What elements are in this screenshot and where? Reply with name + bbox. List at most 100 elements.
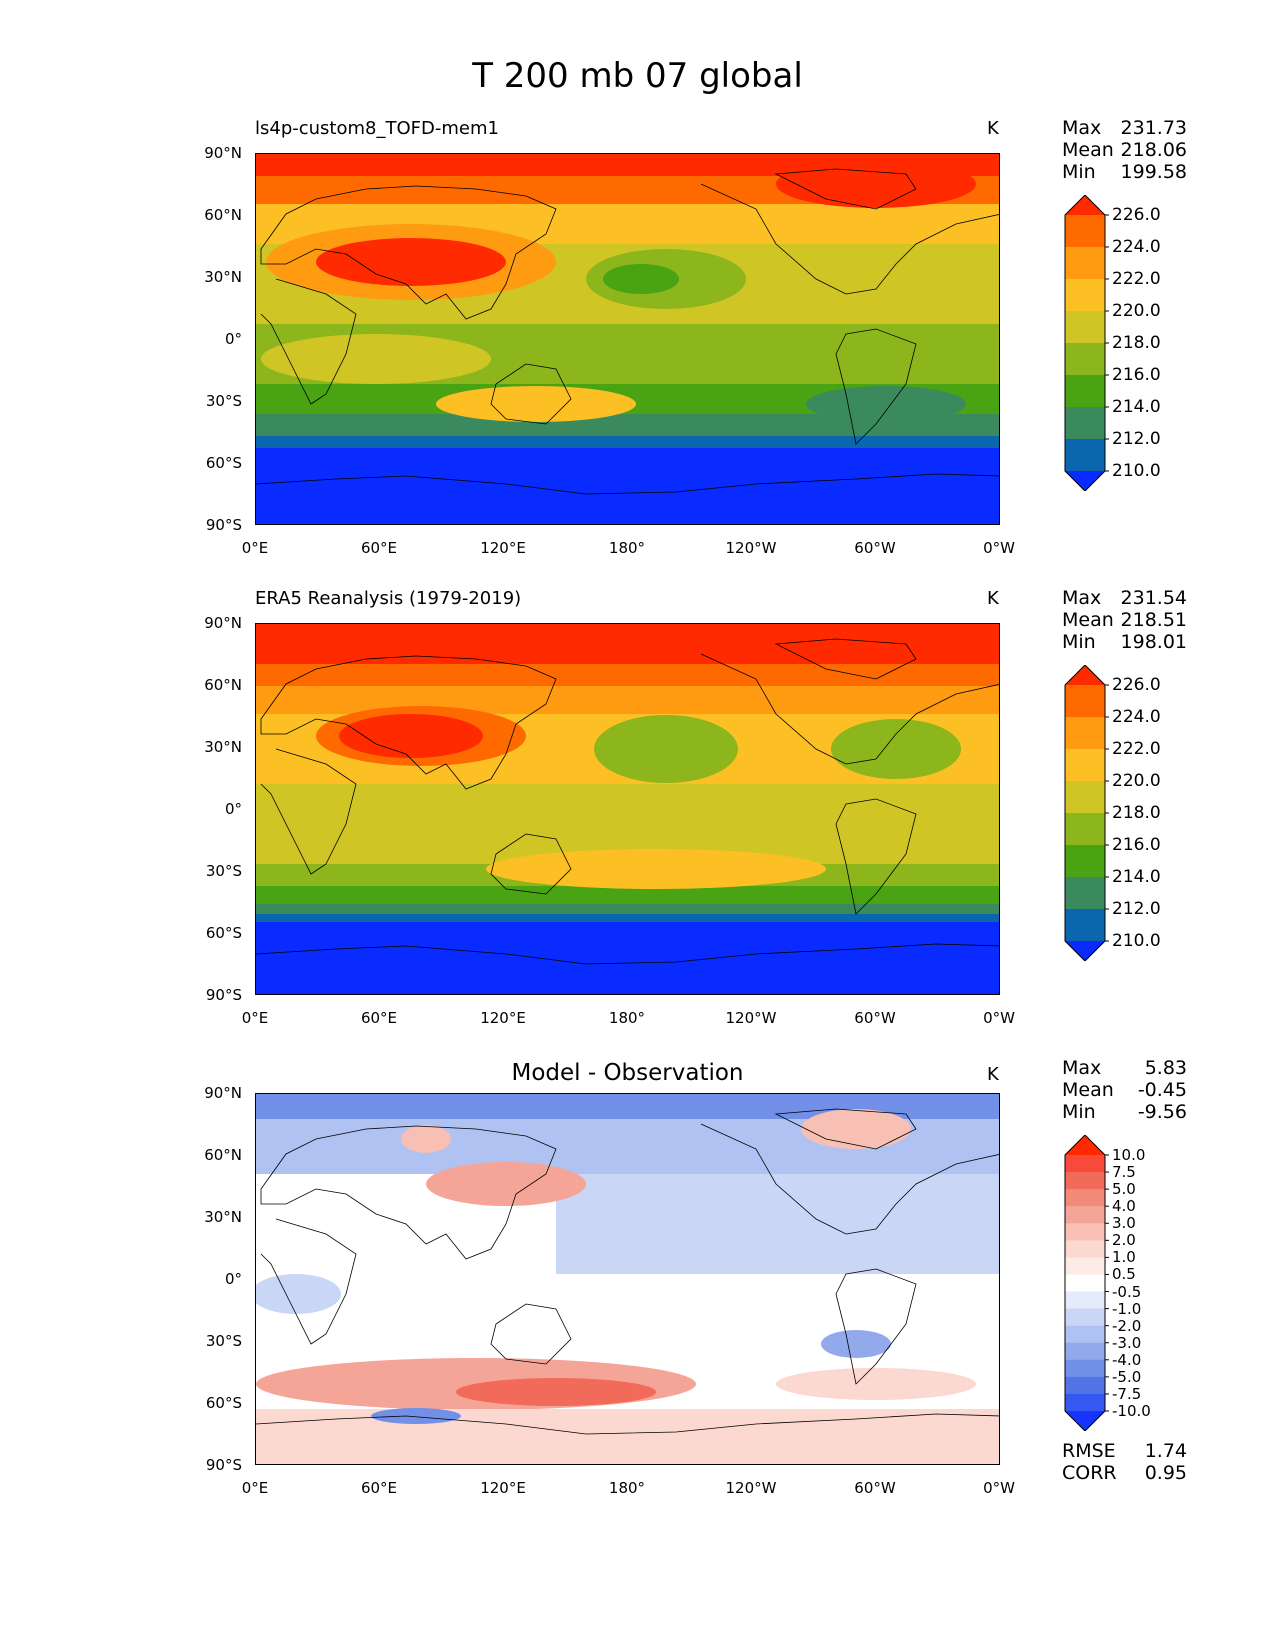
colorbar-tick-label: 7.5 [1112,1163,1136,1182]
temperature-map [256,624,999,994]
figure-title: T 200 mb 07 global [472,56,803,96]
colorbar-extend-bottom [1065,1411,1105,1431]
colorbar-segment [1065,845,1105,878]
band-arctic-2 [256,664,999,686]
band-south-2 [256,414,999,436]
colorbar-segment [1065,311,1105,344]
map-plot [255,1093,1000,1465]
y-tick-label: 0° [224,800,242,818]
x-tick-label: 120°E [480,1479,526,1497]
colorbar-segment [1065,685,1105,718]
x-tick-label: 60°W [854,1479,896,1497]
coast-eurasia [260,655,557,790]
x-tick-label: 0°W [983,1479,1015,1497]
colorbar-tick-label: -7.5 [1112,1384,1142,1403]
colorbar-tick-label: 4.0 [1112,1197,1136,1216]
warm-patch-europe [401,1125,451,1153]
coast-eurasia [260,1125,557,1260]
colorbar-tick-label: 218.0 [1112,333,1161,353]
coast-greenland [774,1108,917,1150]
coast-africa [260,1218,357,1345]
rmse-value: 1.74 [1144,1440,1187,1462]
colorbar-tick-label: 212.0 [1112,899,1161,919]
x-tick-label: 0°E [241,539,269,557]
warm-region-africa [261,334,491,384]
coast-namerica [700,1123,999,1235]
colorbar-segment [1065,717,1105,750]
warm-region-greenland [776,160,976,208]
mean-value: 218.06 [1120,139,1187,161]
min-label: Min [1062,631,1096,653]
y-tick-label: 60°S [205,924,242,942]
colorbar-segment [1065,1291,1105,1310]
panel-model: ls4p-custom8_TOFD-mem1 K Max 231.73 Mean 2… [0,0,1275,557]
min-value: -9.56 [1137,1101,1187,1123]
y-tick-label: 30°S [205,1332,242,1350]
colorbar-segment [1065,1155,1105,1173]
max-label: Max [1062,587,1102,609]
coastlines [256,168,999,495]
coast-australia [490,1303,572,1365]
y-tick-label: 30°S [205,392,242,410]
colorbar-extend-bottom [1065,471,1105,491]
colorbar-svg [1064,195,1109,491]
coast-africa [260,278,357,405]
stats-box: Max 231.73 Mean 218.06 Min 199.58 [1062,117,1187,183]
colorbar-segment [1065,1257,1105,1275]
colorbar-extend-top [1065,1135,1105,1155]
colorbar-tick-label: 220.0 [1112,301,1161,321]
warm-region-australia [436,386,636,422]
y-tick-label: 0° [224,1270,242,1288]
colorbar-segment [1065,407,1105,440]
min-label: Min [1062,1101,1096,1123]
band-antarctic [256,922,999,994]
y-tick-label: 60°N [204,206,242,224]
y-tick-label: 90°N [204,144,242,162]
colorbar-tick-label: -1.0 [1112,1299,1142,1318]
warm-band-southeast [776,1368,976,1400]
colorbar-tick-label: 214.0 [1112,867,1161,887]
band-north-1 [256,686,999,714]
band-south-2 [256,886,999,904]
hotter-region-tibet [339,714,483,758]
corr-value: 0.95 [1144,1462,1187,1484]
x-tick-label: 120°W [725,1009,777,1027]
temperature-map [256,154,999,524]
coast-samerica [835,328,917,445]
x-tick-label: 60°W [854,539,896,557]
hot-region-tibet [316,238,506,286]
colorbar-segment [1065,279,1105,312]
colorbar-tick-label: -2.0 [1112,1316,1142,1335]
cool-patch-south-indian [371,1408,461,1424]
mean-label: Mean [1062,139,1114,161]
max-value: 5.83 [1144,1057,1187,1079]
max-value: 231.73 [1120,117,1187,139]
cold-region-pacific [603,264,679,294]
colorbar-segment [1065,1308,1105,1327]
x-tick-label: 180° [608,539,646,557]
units-label: K [987,588,999,609]
min-value: 199.58 [1120,161,1187,183]
stats-box: Max 5.83 Mean -0.45 Min -9.56 [1062,1057,1187,1123]
min-label: Min [1062,161,1096,183]
cool-region-pacific [594,715,738,783]
colorbar-tick-label: 212.0 [1112,429,1161,449]
colorbar-svg [1064,665,1109,961]
coast-africa [260,748,357,875]
colorbar-segment [1065,749,1105,782]
y-tick-label: 60°N [204,1146,242,1164]
units-label: K [987,118,999,139]
colorbar-segment [1065,1342,1105,1361]
cool-patch-west [256,1274,341,1314]
colorbar-segment [1065,813,1105,846]
band-antarctic [256,448,999,524]
warm-patch-eurasia [426,1162,586,1206]
colorbar-tick-label: 214.0 [1112,397,1161,417]
x-tick-label: 60°E [360,539,398,557]
coast-samerica [835,798,917,915]
colorbar-tick-label: 0.5 [1112,1265,1136,1284]
colorbar-segment [1065,1223,1105,1241]
y-tick-label: 30°N [204,1208,242,1226]
coast-eurasia [260,185,557,320]
x-tick-label: 180° [608,1479,646,1497]
